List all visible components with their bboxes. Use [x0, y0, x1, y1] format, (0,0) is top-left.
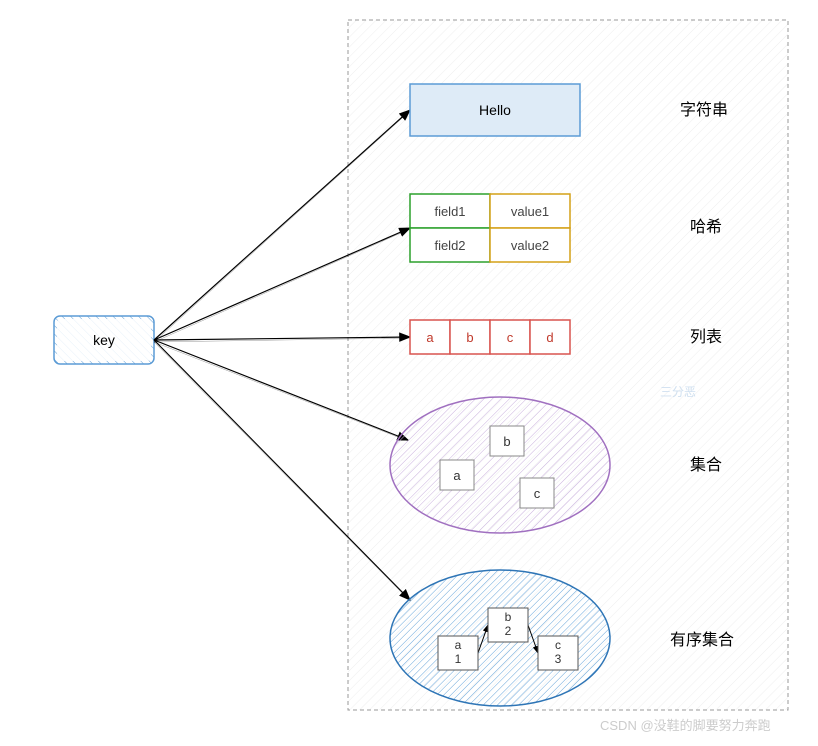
list-cell-text-3: d	[546, 330, 553, 345]
key-label: key	[93, 332, 115, 348]
string-type-label: 字符串	[680, 101, 728, 119]
hash-cell-text-2: field2	[434, 238, 465, 253]
set-item-text-2: c	[534, 486, 541, 501]
zset-item-score-1: 2	[505, 624, 512, 638]
set-type-label: 集合	[690, 456, 722, 474]
zset-item-member-1: b	[505, 610, 512, 624]
sorted-set-type-label: 有序集合	[670, 631, 734, 649]
string-value: Hello	[479, 102, 511, 118]
zset-item-member-2: c	[555, 638, 561, 652]
hash-cell-text-1: value1	[511, 204, 549, 219]
footer-watermark: CSDN @没鞋的脚要努力奔跑	[600, 718, 771, 733]
list-type-label: 列表	[690, 328, 722, 346]
zset-item-score-2: 3	[555, 652, 562, 666]
hash-cell-text-0: field1	[434, 204, 465, 219]
hash-type-label: 哈希	[690, 218, 722, 236]
zset-item-score-0: 1	[455, 652, 462, 666]
list-cell-text-0: a	[426, 330, 434, 345]
set-watermark: 三分恶	[660, 385, 696, 399]
list-cell-text-2: c	[507, 330, 514, 345]
set-ellipse	[390, 397, 610, 533]
set-item-text-0: a	[453, 468, 461, 483]
zset-item-member-0: a	[455, 638, 462, 652]
set-item-text-1: b	[503, 434, 510, 449]
list-cell-text-1: b	[466, 330, 473, 345]
hash-cell-text-3: value2	[511, 238, 549, 253]
